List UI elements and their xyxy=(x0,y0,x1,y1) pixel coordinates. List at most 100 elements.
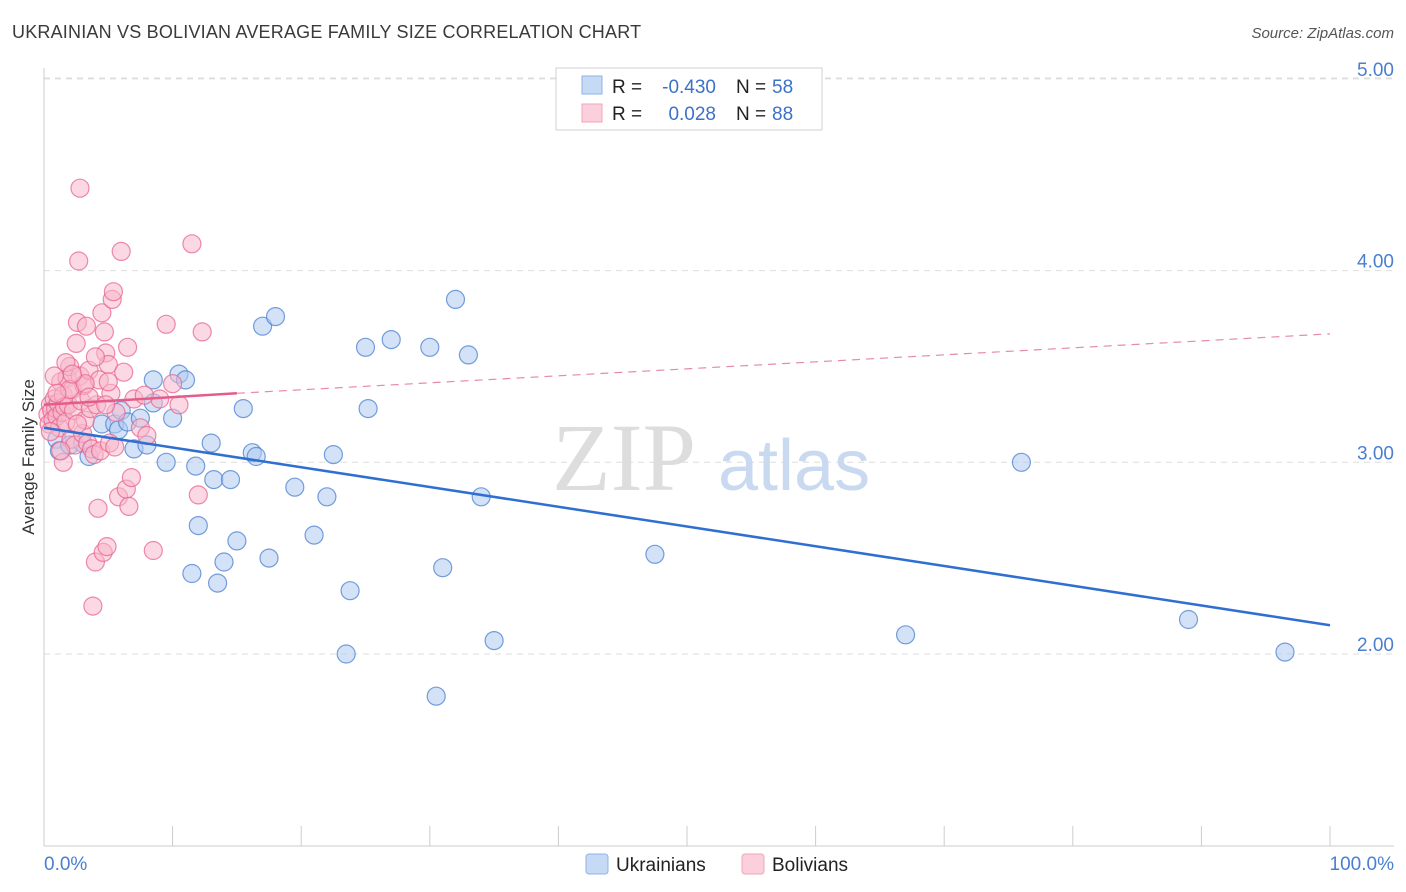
ukrainians-point xyxy=(355,337,376,357)
stats-legend-swatch-bolivians xyxy=(581,103,603,123)
ukrainians-point xyxy=(304,525,324,545)
trend-lines xyxy=(43,333,1331,627)
ukrainians-point xyxy=(433,558,453,578)
ukrainians-point xyxy=(186,456,206,476)
ukrainians-point xyxy=(1011,452,1032,472)
x-axis-ticks xyxy=(43,826,1331,846)
bolivians-point xyxy=(182,234,202,254)
stats-legend-n-value-ukrainians: 58 xyxy=(772,77,793,98)
ukrainians-point xyxy=(156,452,176,472)
ukrainians-point xyxy=(285,477,305,497)
bolivians-point xyxy=(40,422,61,442)
series-legend-label-bolivians: Bolivians xyxy=(772,855,848,876)
bolivians-point xyxy=(156,314,176,334)
series-legend-label-ukrainians: Ukrainians xyxy=(616,855,706,876)
bolivians-point xyxy=(47,383,67,403)
y-tick-label: 5.00 xyxy=(1357,60,1394,81)
x-tick-label-min: 0.0% xyxy=(44,854,87,875)
stats-legend-r-value-ukrainians: -0.430 xyxy=(662,77,716,98)
stats-legend-n-label-bolivians: N = xyxy=(736,104,766,125)
ukrainians-point xyxy=(323,445,343,465)
ukrainians-point xyxy=(426,686,446,706)
y-tick-label: 3.00 xyxy=(1357,443,1394,464)
ukrainians-point xyxy=(188,515,208,536)
bolivians-point xyxy=(85,347,106,367)
stats-legend-n-value-bolivians: 88 xyxy=(772,104,793,125)
bolivians-point xyxy=(92,303,112,323)
series-ukrainians xyxy=(47,289,1295,706)
ukrainians-point xyxy=(645,544,665,564)
bolivians-point xyxy=(97,536,117,557)
bolivians-point xyxy=(121,468,141,488)
bolivians-point xyxy=(66,333,86,353)
chart-source: Source: ZipAtlas.com xyxy=(1251,25,1394,42)
bolivians-point xyxy=(69,251,89,271)
ukrainians-point xyxy=(1275,642,1295,662)
bolivians-trend-line xyxy=(43,392,237,407)
x-tick-label-max: 100.0% xyxy=(1330,854,1395,875)
ukrainians-point xyxy=(381,330,401,350)
bolivians-point xyxy=(188,485,208,505)
ukrainians-point xyxy=(336,644,356,664)
bolivians-point xyxy=(62,364,82,384)
ukrainians-point xyxy=(253,316,273,336)
bolivians-point xyxy=(163,374,183,394)
y-axis-label: Average Family Size xyxy=(19,379,38,535)
bolivians-point xyxy=(98,372,118,392)
bolivians-point xyxy=(83,596,103,616)
ukrainians-point xyxy=(420,337,440,357)
series-legend: Ukrainians Bolivians xyxy=(585,853,848,876)
y-tick-label: 2.00 xyxy=(1357,635,1394,656)
ukrainians-point xyxy=(340,581,360,601)
bolivians-point xyxy=(76,316,97,336)
ukrainians-point xyxy=(265,307,286,327)
ukrainians-point xyxy=(208,573,228,593)
series-legend-swatch-ukrainians xyxy=(585,853,609,875)
ukrainians-trend-line xyxy=(43,426,1331,627)
bolivians-point xyxy=(67,414,88,434)
stats-legend-r-value-bolivians: 0.028 xyxy=(668,104,716,125)
watermark-zip: ZIP xyxy=(552,404,696,511)
stats-legend-r-label-bolivians: R = xyxy=(612,104,642,125)
chart-title: UKRAINIAN VS BOLIVIAN AVERAGE FAMILY SIZ… xyxy=(12,22,641,42)
ukrainians-point xyxy=(246,446,266,467)
stats-legend-r-label-ukrainians: R = xyxy=(612,77,642,98)
ukrainians-point xyxy=(317,487,337,507)
series-legend-swatch-bolivians xyxy=(741,853,765,875)
bolivians-point xyxy=(94,322,115,342)
ukrainians-point xyxy=(484,630,504,651)
stats-legend-swatch-ukrainians xyxy=(581,75,603,95)
ukrainians-point xyxy=(227,531,247,551)
ukrainians-point xyxy=(182,563,202,584)
bolivians-point xyxy=(111,241,131,261)
ukrainians-point xyxy=(358,399,378,419)
bolivians-point xyxy=(96,395,116,415)
y-tick-label: 4.00 xyxy=(1357,252,1394,273)
bolivians-point xyxy=(88,498,108,518)
watermark-atlas: atlas xyxy=(718,426,870,506)
ukrainians-point xyxy=(1178,609,1199,630)
ukrainians-point xyxy=(214,552,234,572)
bolivians-point xyxy=(169,395,189,415)
bolivians-point xyxy=(119,496,139,516)
ukrainians-point xyxy=(201,433,221,453)
stats-legend: R = -0.430 N = 58 R = 0.028 N = 88 xyxy=(555,67,823,131)
ukrainians-point xyxy=(204,470,224,490)
series-bolivians xyxy=(38,178,212,616)
gridlines xyxy=(44,77,1394,655)
bolivians-trend-line-extension xyxy=(236,333,1331,394)
ukrainians-point xyxy=(143,370,163,390)
bolivians-point xyxy=(134,385,154,405)
bolivians-point xyxy=(143,540,163,561)
ukrainians-point xyxy=(220,470,241,490)
bolivians-point xyxy=(103,282,124,302)
bolivians-point xyxy=(114,362,134,382)
ukrainians-point xyxy=(445,289,466,309)
ukrainians-point xyxy=(895,625,916,645)
ukrainians-point xyxy=(233,399,253,419)
bolivians-point xyxy=(192,322,212,342)
bolivians-point xyxy=(117,337,138,357)
bolivians-point xyxy=(51,441,71,461)
y-axis-tick-labels: 2.00 3.00 4.00 5.00 xyxy=(1357,60,1394,656)
